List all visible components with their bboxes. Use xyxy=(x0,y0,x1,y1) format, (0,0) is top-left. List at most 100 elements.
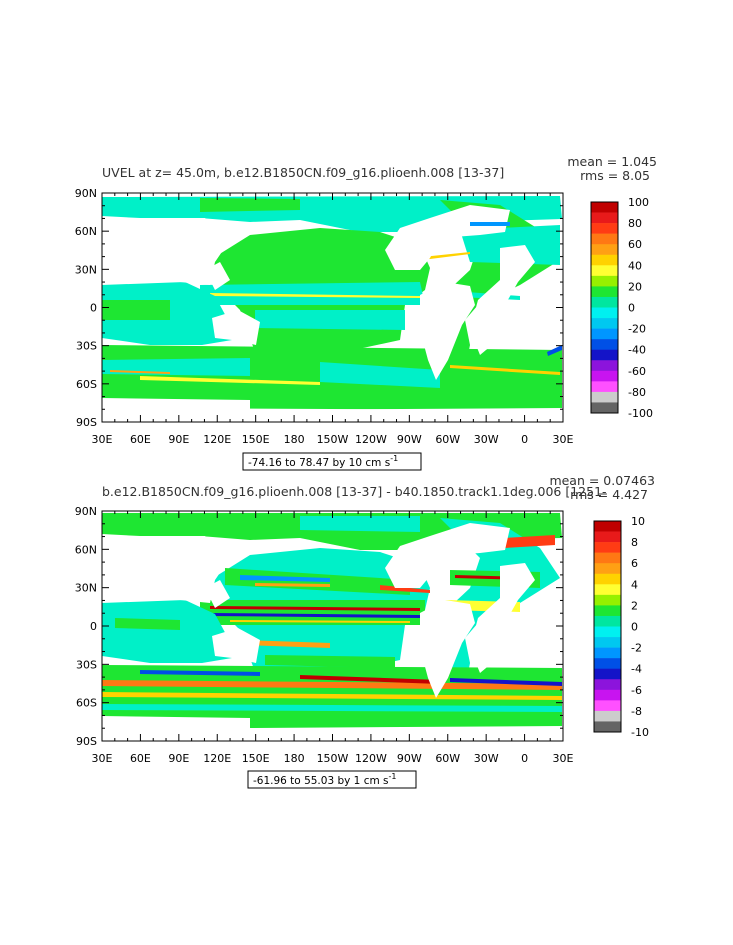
colorbar-swatch xyxy=(594,584,621,596)
colorbar-swatch xyxy=(591,318,618,329)
lat-tick-label: 60N xyxy=(75,543,97,556)
lat-tick-label: 90N xyxy=(75,505,97,518)
lat-tick-label: 60S xyxy=(76,378,97,391)
lon-tick-label: 90E xyxy=(168,752,189,765)
lon-tick-label: 30W xyxy=(474,752,499,765)
lat-tick-label: 30S xyxy=(76,658,97,671)
colorbar-label: 2 xyxy=(631,599,638,612)
colorbar-swatch xyxy=(591,275,618,287)
colorbar-label: -100 xyxy=(628,407,653,420)
lon-tick-label: 150E xyxy=(242,752,270,765)
panel-1-colorbar: 100 80 60 40 20 0 -20 -40 -60 -80 -100 xyxy=(590,196,653,420)
lon-tick-label: 180 xyxy=(284,752,305,765)
colorbar-label: -20 xyxy=(628,323,646,336)
colorbar-label: -8 xyxy=(631,705,642,718)
colorbar-swatch xyxy=(591,202,618,213)
lat-tick-label: 0 xyxy=(90,620,97,633)
colorbar-label: -6 xyxy=(631,684,642,697)
lon-tick-label: 60E xyxy=(130,433,151,446)
lat-tick-label: 30N xyxy=(75,263,97,276)
lon-tick-label: 120W xyxy=(355,433,387,446)
colorbar-swatch xyxy=(591,402,618,414)
panel-2: b.e12.B1850CN.f09_g16.plioenh.008 [13-37… xyxy=(75,473,655,789)
panel-2-axes: 90N 60N 30N 0 30S 60S 90S 30E 60E 90E 120E 150E 180 1… xyxy=(75,505,574,765)
colorbar-swatch xyxy=(594,542,621,553)
colorbar-swatch xyxy=(594,689,621,701)
colorbar-swatch xyxy=(591,381,618,393)
colorbar-swatch xyxy=(594,594,621,606)
colorbar-swatch xyxy=(594,615,621,627)
lon-tick-label: 30E xyxy=(553,752,574,765)
lat-tick-label: 90N xyxy=(75,187,97,200)
colorbar-swatch xyxy=(591,233,618,245)
panel-2-map xyxy=(102,511,563,741)
lon-tick-label: 0 xyxy=(521,433,528,446)
colorbar-swatch xyxy=(594,647,621,659)
panel-1-range-label: -74.16 to 78.47 by 10 cm s-1 xyxy=(248,454,398,469)
colorbar-label: 10 xyxy=(631,515,645,528)
colorbar-swatch xyxy=(591,265,618,277)
panel-1-title: UVEL at z= 45.0m, b.e12.B1850CN.f09_g16.… xyxy=(102,165,504,180)
panel-2-rms: rms = 4.427 xyxy=(570,487,648,502)
lon-tick-label: 60W xyxy=(435,752,460,765)
colorbar-swatch xyxy=(594,710,621,722)
panel-2-title: b.e12.B1850CN.f09_g16.plioenh.008 [13-37… xyxy=(102,484,607,499)
panel-1-mean: mean = 1.045 xyxy=(567,154,657,169)
colorbar-swatch xyxy=(594,521,621,532)
colorbar-swatch xyxy=(591,223,618,234)
colorbar-swatch xyxy=(594,658,621,669)
lon-tick-label: 180 xyxy=(284,433,305,446)
colorbar-swatch xyxy=(594,679,621,691)
colorbar-label: -80 xyxy=(628,386,646,399)
colorbar-swatch xyxy=(591,244,618,256)
colorbar-swatch xyxy=(594,700,621,712)
lat-tick-label: 30S xyxy=(76,340,97,353)
colorbar-swatch xyxy=(591,286,618,298)
colorbar-label: -60 xyxy=(628,365,646,378)
panel-1: UVEL at z= 45.0m, b.e12.B1850CN.f09_g16.… xyxy=(75,154,657,471)
lon-tick-label: 0 xyxy=(521,752,528,765)
colorbar-swatch xyxy=(591,254,618,266)
colorbar-swatch xyxy=(594,531,621,543)
lon-tick-label: 30E xyxy=(92,752,113,765)
panel-2-mean: mean = 0.07463 xyxy=(549,473,655,488)
lat-tick-label: 30N xyxy=(75,582,97,595)
lon-tick-label: 120E xyxy=(203,433,231,446)
colorbar-label: 4 xyxy=(631,578,638,591)
colorbar-label: -40 xyxy=(628,344,646,357)
lon-tick-label: 150E xyxy=(242,433,270,446)
colorbar-label: 100 xyxy=(628,196,649,209)
colorbar-label: 20 xyxy=(628,280,642,293)
colorbar-swatch xyxy=(594,573,621,585)
panel-1-range-box xyxy=(242,452,422,471)
colorbar-swatch xyxy=(594,637,621,648)
colorbar-label: 8 xyxy=(631,536,638,549)
colorbar-swatch xyxy=(591,360,618,372)
lon-tick-label: 120W xyxy=(355,752,387,765)
panel-1-axes: 90N 60N 30N 0 30S 60S 90S 30E 60E 90E 120E 150E 180 1… xyxy=(75,187,574,446)
lon-tick-label: 30W xyxy=(474,433,499,446)
lon-tick-label: 60E xyxy=(130,752,151,765)
lon-tick-label: 120E xyxy=(203,752,231,765)
colorbar-label: 0 xyxy=(628,302,635,315)
colorbar-swatch xyxy=(591,328,618,340)
lon-tick-label: 30E xyxy=(553,433,574,446)
colorbar-swatch xyxy=(594,605,621,617)
colorbar-label: -4 xyxy=(631,663,642,676)
lon-tick-label: 30E xyxy=(92,433,113,446)
colorbar-swatch xyxy=(591,391,618,403)
panel-1-map xyxy=(102,193,563,422)
colorbar-swatch xyxy=(591,370,618,382)
lon-tick-label: 90W xyxy=(397,752,422,765)
colorbar-swatch xyxy=(594,563,621,575)
colorbar-label: 0 xyxy=(631,621,638,634)
colorbar-swatch xyxy=(591,349,618,361)
lat-tick-label: 0 xyxy=(90,302,97,315)
colorbar-swatch xyxy=(594,552,621,564)
colorbar-swatch xyxy=(594,721,621,733)
panel-1-rms: rms = 8.05 xyxy=(580,168,650,183)
colorbar-label: -10 xyxy=(631,726,649,739)
panel-2-colorbar: 10 8 6 4 2 0 -2 -4 -6 -8 -10 xyxy=(593,515,649,739)
lat-tick-label: 90S xyxy=(76,416,97,429)
